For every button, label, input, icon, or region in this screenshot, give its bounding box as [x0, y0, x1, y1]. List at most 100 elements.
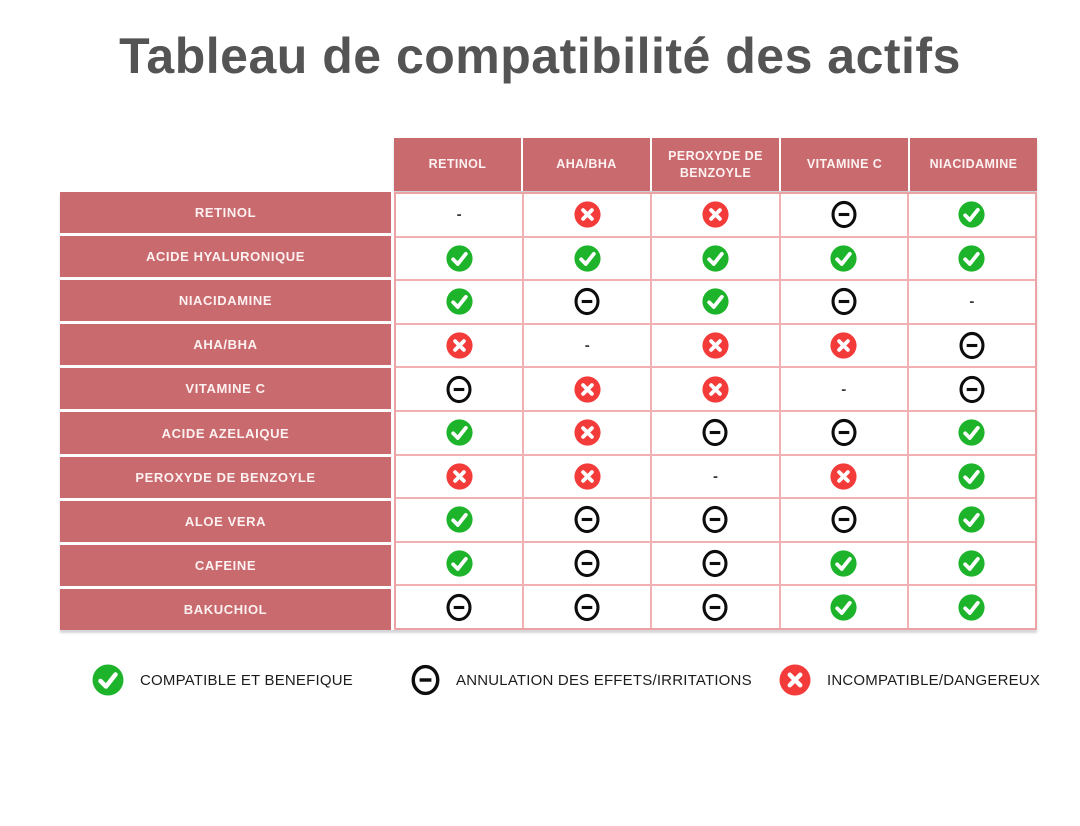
compat-cell: - — [908, 281, 1035, 323]
neutral-icon — [574, 506, 600, 534]
row-header: VITAMINE C — [60, 368, 391, 410]
row-header: NIACIDAMINE — [60, 280, 391, 322]
compat-cell — [908, 586, 1035, 628]
compat-cell — [780, 499, 907, 541]
compat-cell — [396, 368, 523, 410]
compat-cell — [396, 237, 523, 280]
compat-cell — [396, 411, 523, 454]
compat-cell — [524, 194, 651, 236]
neutral-icon — [702, 506, 728, 534]
row-header-column: RETINOL ACIDE HYALURONIQUE NIACIDAMINE A… — [60, 192, 391, 630]
compat-cell — [908, 194, 1035, 236]
column-header: RETINOL — [394, 138, 521, 191]
compat-cell — [652, 368, 779, 410]
compat-cell — [652, 237, 779, 280]
compat-cell — [908, 237, 1035, 280]
row-header: BAKUCHIOL — [60, 588, 391, 630]
matrix-grid: - - - - - — [394, 192, 1037, 630]
dash-symbol: - — [584, 337, 590, 355]
neutral-icon — [702, 419, 728, 447]
column-header: NIACIDAMINE — [910, 138, 1037, 191]
compatible-icon — [446, 550, 473, 577]
incompatible-icon — [702, 201, 729, 228]
dash-symbol: - — [969, 293, 975, 311]
neutral-icon — [574, 593, 600, 621]
legend-label: ANNULATION DES EFFETS/IRRITATIONS — [456, 671, 752, 689]
neutral-icon — [959, 332, 985, 360]
legend: COMPATIBLE ET BENEFIQUE ANNULATION DES E… — [0, 660, 1080, 700]
compat-cell — [652, 586, 779, 628]
legend-item: COMPATIBLE ET BENEFIQUE — [92, 660, 353, 700]
neutral-icon — [574, 288, 600, 316]
incompatible-icon — [574, 463, 601, 490]
compatible-icon — [830, 550, 857, 577]
neutral-icon — [831, 506, 857, 534]
compat-cell — [780, 411, 907, 454]
neutral-icon — [702, 550, 728, 578]
row-header: ACIDE HYALURONIQUE — [60, 236, 391, 278]
neutral-icon — [574, 550, 600, 578]
legend-label: INCOMPATIBLE/DANGEREUX — [827, 671, 1041, 689]
compat-cell — [524, 368, 651, 410]
incompatible-icon — [702, 332, 729, 359]
compat-cell: - — [780, 368, 907, 410]
neutral-icon — [959, 375, 985, 403]
compat-cell — [524, 499, 651, 541]
compat-cell — [780, 324, 907, 367]
compat-cell — [780, 586, 907, 628]
compatible-icon — [446, 419, 473, 446]
compat-cell: - — [396, 194, 523, 236]
compat-cell — [396, 542, 523, 585]
compat-cell — [524, 281, 651, 323]
compatibility-infographic: Tableau de compatibilité des actifs RETI… — [0, 26, 1080, 826]
incompatible-icon — [446, 463, 473, 490]
compat-cell — [780, 237, 907, 280]
compat-cell — [652, 499, 779, 541]
compatible-icon — [958, 201, 985, 228]
compatibility-table: RETINOL AHA/BHA PEROXYDE DE BENZOYLE VIT… — [60, 138, 1037, 630]
column-header-row: RETINOL AHA/BHA PEROXYDE DE BENZOYLE VIT… — [394, 138, 1037, 191]
compat-cell — [908, 499, 1035, 541]
incompatible-icon — [830, 332, 857, 359]
legend-icon — [411, 664, 440, 696]
compat-cell — [652, 411, 779, 454]
compatible-icon — [958, 506, 985, 534]
table-body: RETINOL ACIDE HYALURONIQUE NIACIDAMINE A… — [60, 192, 1037, 630]
dash-symbol: - — [456, 206, 462, 224]
compat-cell — [780, 455, 907, 498]
compat-cell — [908, 411, 1035, 454]
compatible-icon — [958, 550, 985, 577]
compat-cell — [396, 281, 523, 323]
compatible-icon — [958, 419, 985, 446]
incompatible-icon — [830, 463, 857, 490]
legend-item: INCOMPATIBLE/DANGEREUX — [779, 660, 1040, 700]
compat-cell — [524, 411, 651, 454]
row-header: RETINOL — [60, 192, 391, 234]
compatible-icon — [830, 594, 857, 621]
page-title: Tableau de compatibilité des actifs — [119, 28, 961, 84]
row-header: AHA/BHA — [60, 324, 391, 366]
legend-label: COMPATIBLE ET BENEFIQUE — [140, 671, 353, 689]
row-header: ACIDE AZELAIQUE — [60, 412, 391, 454]
compatible-icon — [958, 594, 985, 621]
incompatible-icon — [446, 332, 473, 359]
neutral-icon — [446, 593, 472, 621]
incompatible-icon — [779, 664, 811, 696]
neutral-icon — [831, 201, 857, 229]
compatible-icon — [702, 245, 729, 272]
compat-cell — [780, 542, 907, 585]
row-header: ALOE VERA — [60, 500, 391, 542]
compat-cell — [652, 324, 779, 367]
compat-cell — [652, 542, 779, 585]
incompatible-icon — [574, 201, 601, 228]
compat-cell — [652, 281, 779, 323]
legend-icon — [779, 664, 811, 696]
row-header: CAFEINE — [60, 544, 391, 586]
column-header: VITAMINE C — [781, 138, 908, 191]
compat-cell — [908, 324, 1035, 367]
neutral-icon — [831, 288, 857, 316]
compatible-icon — [574, 245, 601, 272]
compat-cell: - — [652, 455, 779, 498]
compatible-icon — [830, 245, 857, 272]
neutral-icon — [831, 419, 857, 447]
